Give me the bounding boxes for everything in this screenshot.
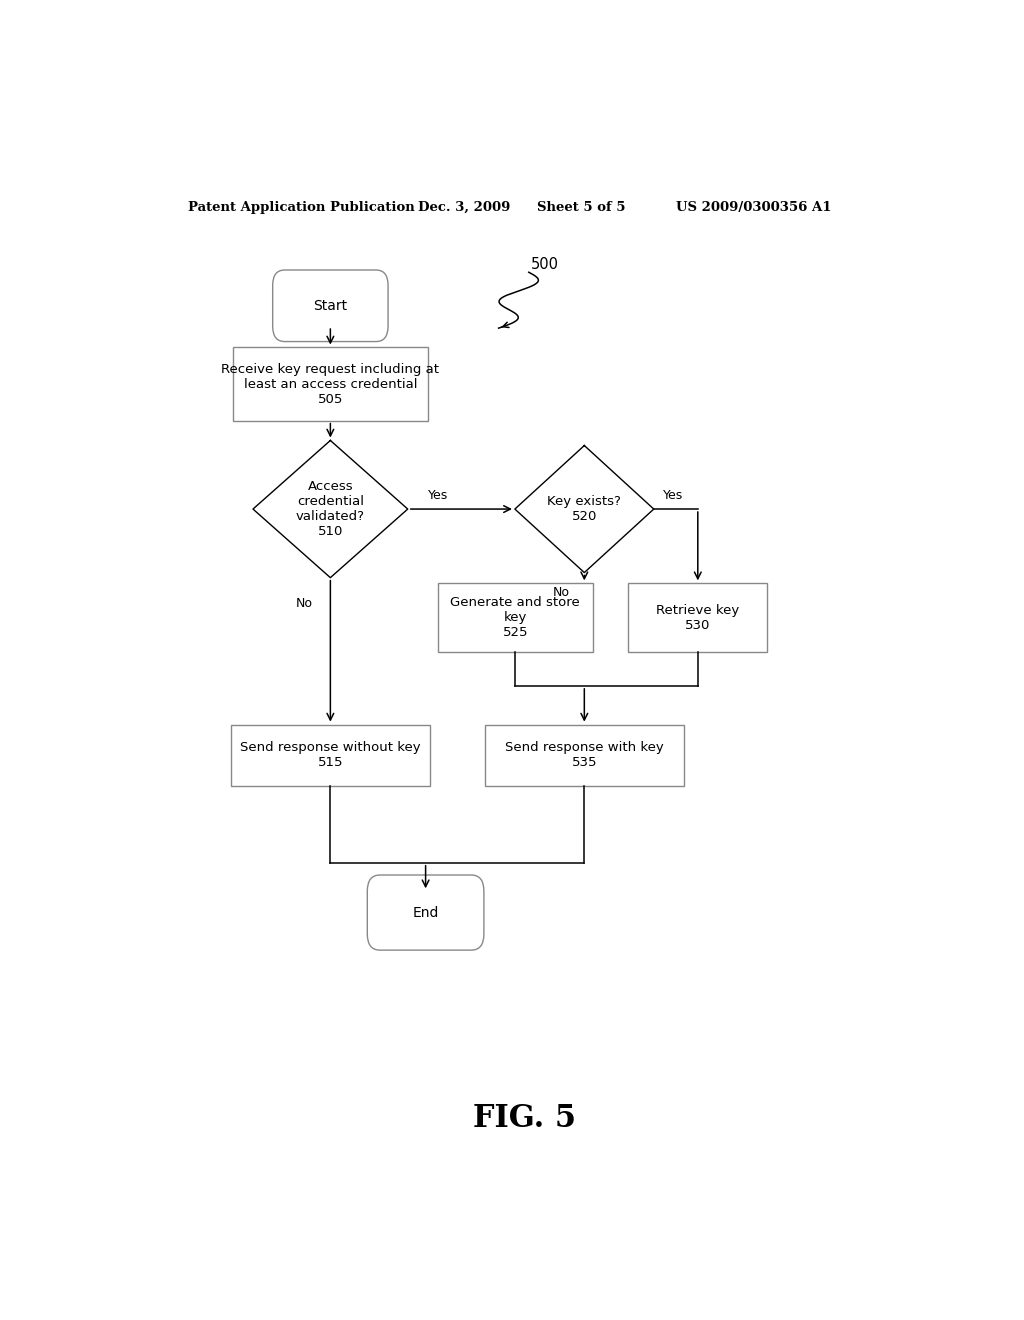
FancyBboxPatch shape bbox=[272, 271, 388, 342]
FancyBboxPatch shape bbox=[368, 875, 484, 950]
Text: Send response with key
535: Send response with key 535 bbox=[505, 741, 664, 770]
Text: Patent Application Publication: Patent Application Publication bbox=[187, 201, 415, 214]
Text: Yes: Yes bbox=[664, 490, 684, 503]
Bar bbox=[231, 725, 430, 785]
Text: Generate and store
key
525: Generate and store key 525 bbox=[451, 597, 581, 639]
Polygon shape bbox=[253, 441, 408, 578]
Text: No: No bbox=[296, 597, 313, 610]
Text: 500: 500 bbox=[530, 256, 559, 272]
Text: End: End bbox=[413, 906, 439, 920]
Text: Yes: Yes bbox=[428, 490, 447, 503]
Polygon shape bbox=[515, 446, 653, 573]
Text: Send response without key
515: Send response without key 515 bbox=[240, 741, 421, 770]
Text: FIG. 5: FIG. 5 bbox=[473, 1104, 577, 1134]
Text: US 2009/0300356 A1: US 2009/0300356 A1 bbox=[676, 201, 831, 214]
Text: Key exists?
520: Key exists? 520 bbox=[548, 495, 622, 523]
Text: Start: Start bbox=[313, 298, 347, 313]
Text: Receive key request including at
least an access credential
505: Receive key request including at least a… bbox=[221, 363, 439, 405]
Bar bbox=[485, 725, 684, 785]
Text: Access
credential
validated?
510: Access credential validated? 510 bbox=[296, 480, 365, 539]
Bar bbox=[438, 583, 593, 652]
Bar bbox=[233, 347, 428, 421]
Text: Sheet 5 of 5: Sheet 5 of 5 bbox=[537, 201, 626, 214]
Text: Retrieve key
530: Retrieve key 530 bbox=[656, 603, 739, 632]
Bar bbox=[629, 583, 767, 652]
Text: No: No bbox=[553, 586, 570, 599]
Text: Dec. 3, 2009: Dec. 3, 2009 bbox=[418, 201, 510, 214]
